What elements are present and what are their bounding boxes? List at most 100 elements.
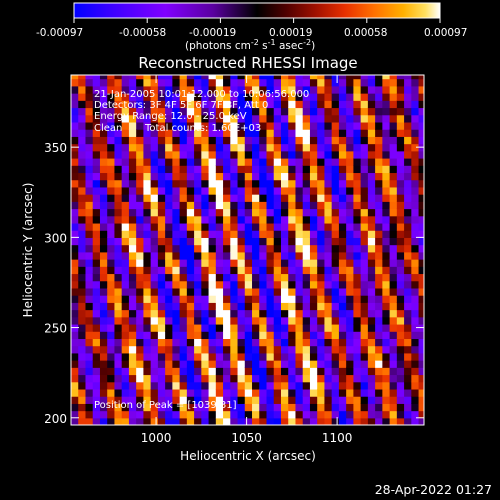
heatmap-cell xyxy=(259,360,268,368)
heatmap-cell xyxy=(404,338,412,347)
heatmap-cell xyxy=(157,244,166,253)
heatmap-cell xyxy=(150,244,159,253)
heatmap-cell xyxy=(309,266,318,275)
heatmap-cell xyxy=(280,374,289,383)
heatmap-cell xyxy=(99,396,108,404)
heatmap-cell xyxy=(237,396,246,404)
heatmap-cell xyxy=(353,244,362,253)
heatmap-cell xyxy=(346,360,354,368)
heatmap-cell xyxy=(273,179,282,188)
heatmap-cell xyxy=(266,186,275,195)
heatmap-cell xyxy=(367,194,376,202)
heatmap-cell xyxy=(71,237,79,246)
heatmap-cell xyxy=(223,403,231,412)
heatmap-cell xyxy=(338,244,347,253)
heatmap-cell xyxy=(99,388,108,397)
heatmap-cell xyxy=(338,208,347,217)
heatmap-cell xyxy=(346,295,354,303)
heatmap-cell xyxy=(244,403,253,412)
heatmap-cell xyxy=(165,107,173,116)
heatmap-cell xyxy=(302,194,311,202)
heatmap-cell xyxy=(266,143,275,152)
heatmap-cell xyxy=(280,331,289,340)
heatmap-cell xyxy=(92,93,101,101)
heatmap-cell xyxy=(114,251,123,260)
heatmap-cell xyxy=(179,244,188,253)
heatmap-cell xyxy=(244,266,253,275)
heatmap-cell xyxy=(172,107,181,116)
heatmap-cell xyxy=(150,309,159,318)
heatmap-cell xyxy=(78,215,87,224)
heatmap-cell xyxy=(165,417,173,425)
heatmap-cell xyxy=(346,215,354,224)
heatmap-cell xyxy=(280,114,289,123)
heatmap-cell xyxy=(288,179,297,188)
heatmap-cell xyxy=(215,85,224,94)
heatmap-cell xyxy=(78,157,87,166)
heatmap-cell xyxy=(223,121,231,130)
heatmap-cell xyxy=(85,410,94,419)
heatmap-cell xyxy=(78,237,87,246)
heatmap-cell xyxy=(317,388,326,397)
heatmap-cell xyxy=(85,360,94,368)
heatmap-cell xyxy=(411,208,420,217)
heatmap-cell xyxy=(85,222,94,231)
heatmap-cell xyxy=(107,259,116,267)
heatmap-cell xyxy=(71,136,79,145)
heatmap-cell xyxy=(418,273,424,282)
heatmap-cell xyxy=(375,157,383,166)
heatmap-cell xyxy=(389,360,398,368)
heatmap-cell xyxy=(121,93,130,101)
heatmap-cell xyxy=(186,215,195,224)
heatmap-cell xyxy=(346,273,354,282)
heatmap-cell xyxy=(367,403,376,412)
heatmap-cell xyxy=(201,150,210,159)
heatmap-cell xyxy=(114,136,123,145)
heatmap-cell xyxy=(157,388,166,397)
heatmap-cell xyxy=(136,201,145,210)
heatmap-cell xyxy=(418,244,424,253)
heatmap-cell xyxy=(150,302,159,311)
heatmap-cell xyxy=(165,403,173,412)
heatmap-cell xyxy=(266,100,275,109)
heatmap-cell xyxy=(411,251,420,260)
heatmap-cell xyxy=(404,388,412,397)
heatmap-cell xyxy=(309,165,318,174)
heatmap-cell xyxy=(367,360,376,368)
heatmap-cell xyxy=(389,417,398,425)
heatmap-cell xyxy=(353,287,362,296)
heatmap-cell xyxy=(331,280,340,289)
heatmap-cell xyxy=(215,93,224,101)
heatmap-cell xyxy=(172,85,181,94)
heatmap-cell xyxy=(179,345,188,354)
heatmap-cell xyxy=(346,75,354,80)
heatmap-cell xyxy=(338,194,347,202)
heatmap-cell xyxy=(324,244,333,253)
heatmap-cell xyxy=(302,259,311,267)
heatmap-cell xyxy=(121,78,130,87)
heatmap-cell xyxy=(418,129,424,137)
heatmap-cell xyxy=(266,295,275,303)
heatmap-cell xyxy=(367,100,376,109)
heatmap-cell xyxy=(309,316,318,325)
heatmap-cell xyxy=(317,331,326,340)
heatmap-cell xyxy=(179,107,188,116)
heatmap-cell xyxy=(114,121,123,130)
heatmap-cell xyxy=(252,201,260,210)
heatmap-cell xyxy=(78,410,87,419)
heatmap-cell xyxy=(244,172,253,181)
heatmap-cell xyxy=(107,230,116,238)
heatmap-cell xyxy=(346,201,354,210)
heatmap-cell xyxy=(179,309,188,318)
heatmap-cell xyxy=(302,338,311,347)
heatmap-cell xyxy=(107,179,116,188)
heatmap-cell xyxy=(273,157,282,166)
heatmap-cell xyxy=(295,302,304,311)
heatmap-cell xyxy=(338,323,347,332)
heatmap-cell xyxy=(107,121,116,130)
heatmap-cell xyxy=(280,403,289,412)
heatmap-cell xyxy=(157,367,166,376)
heatmap-cell xyxy=(266,150,275,159)
heatmap-cell xyxy=(71,403,79,412)
heatmap-cell xyxy=(418,410,424,419)
